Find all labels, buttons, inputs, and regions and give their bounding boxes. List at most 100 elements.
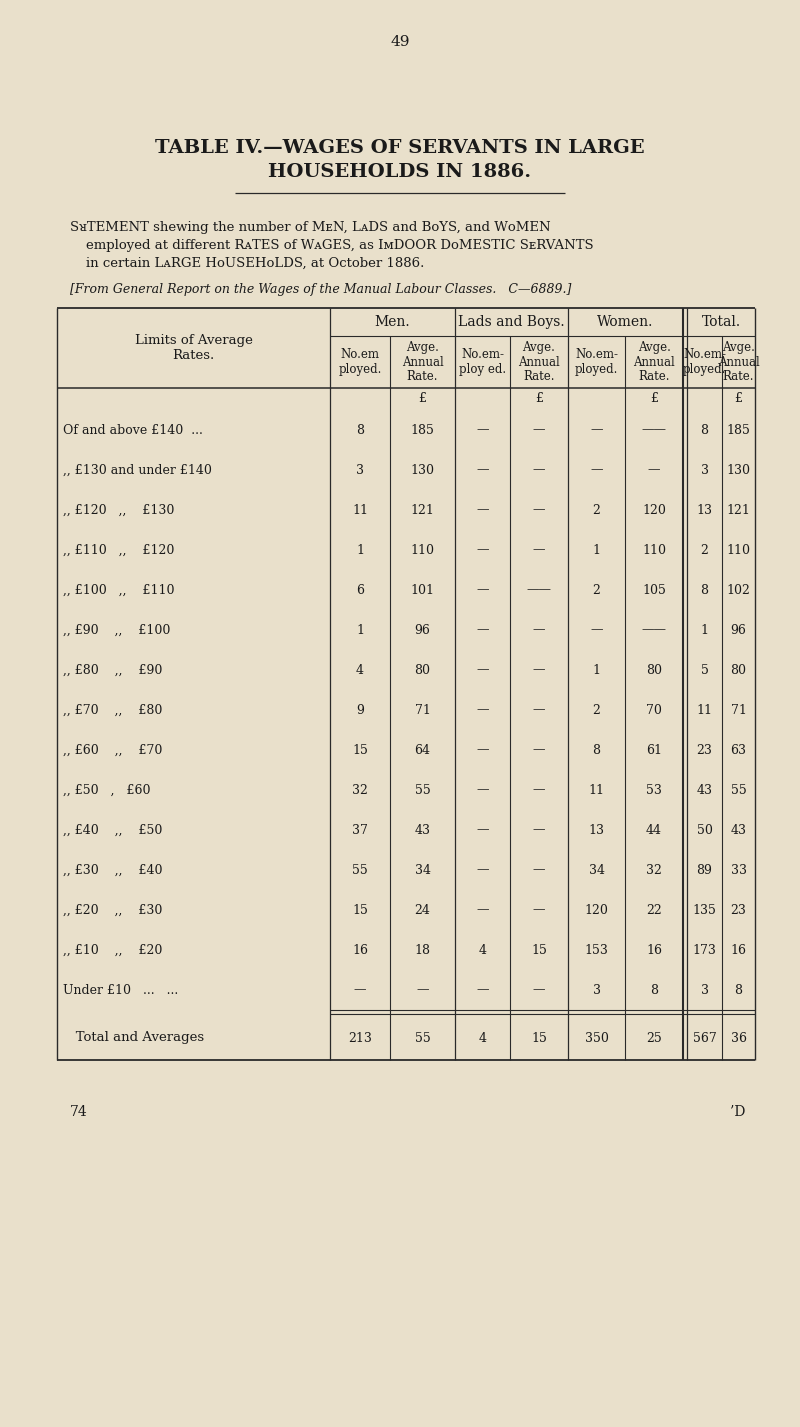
Text: 8: 8 [593, 743, 601, 756]
Text: 11: 11 [697, 704, 713, 716]
Text: —: — [533, 424, 546, 437]
Text: ,, £120   ,,    £130: ,, £120 ,, £130 [63, 504, 174, 517]
Text: 105: 105 [642, 584, 666, 596]
Text: —: — [590, 464, 602, 477]
Text: Avge.
Annual
Rate.: Avge. Annual Rate. [718, 341, 759, 384]
Text: 8: 8 [701, 424, 709, 437]
Text: 121: 121 [726, 504, 750, 517]
Text: 43: 43 [730, 823, 746, 836]
Text: 15: 15 [531, 943, 547, 956]
Text: —: — [533, 464, 546, 477]
Text: 2: 2 [593, 584, 601, 596]
Text: 1: 1 [356, 544, 364, 557]
Text: 3: 3 [356, 464, 364, 477]
Text: —: — [354, 983, 366, 996]
Text: 96: 96 [730, 624, 746, 636]
Text: 121: 121 [410, 504, 434, 517]
Text: —: — [416, 983, 429, 996]
Text: —: — [590, 624, 602, 636]
Text: 11: 11 [352, 504, 368, 517]
Text: 63: 63 [730, 743, 746, 756]
Text: 120: 120 [642, 504, 666, 517]
Text: ,, £130 and under £140: ,, £130 and under £140 [63, 464, 212, 477]
Text: 135: 135 [693, 903, 717, 916]
Text: —: — [533, 664, 546, 676]
Text: 101: 101 [410, 584, 434, 596]
Text: —: — [533, 863, 546, 876]
Text: Avge.
Annual
Rate.: Avge. Annual Rate. [633, 341, 675, 384]
Text: ——: —— [642, 624, 666, 636]
Text: 44: 44 [646, 823, 662, 836]
Text: Avge.
Annual
Rate.: Avge. Annual Rate. [402, 341, 443, 384]
Text: —: — [476, 664, 489, 676]
Text: ,, £80    ,,    £90: ,, £80 ,, £90 [63, 664, 162, 676]
Text: —: — [476, 624, 489, 636]
Text: 16: 16 [646, 943, 662, 956]
Text: —: — [533, 743, 546, 756]
Text: 185: 185 [726, 424, 750, 437]
Text: SᴚTEMENT shewing the number of MᴇN, LᴀDS and BᴏYS, and WᴏMEN: SᴚTEMENT shewing the number of MᴇN, LᴀDS… [70, 221, 550, 234]
Text: —: — [476, 903, 489, 916]
Text: No.em-
ployed.: No.em- ployed. [683, 348, 726, 375]
Text: Total.: Total. [702, 315, 741, 330]
Text: 1: 1 [701, 624, 709, 636]
Text: 213: 213 [348, 1032, 372, 1045]
Text: No.em
ployed.: No.em ployed. [338, 348, 382, 375]
Text: ,, £40    ,,    £50: ,, £40 ,, £50 [63, 823, 162, 836]
Text: 23: 23 [697, 743, 713, 756]
Text: 16: 16 [352, 943, 368, 956]
Text: 13: 13 [589, 823, 605, 836]
Text: 24: 24 [414, 903, 430, 916]
Text: 55: 55 [730, 783, 746, 796]
Text: 153: 153 [585, 943, 609, 956]
Text: —: — [533, 504, 546, 517]
Text: ——: —— [526, 584, 551, 596]
Text: 6: 6 [356, 584, 364, 596]
Text: 23: 23 [730, 903, 746, 916]
Text: ,, £50   ,   £60: ,, £50 , £60 [63, 783, 150, 796]
Text: 350: 350 [585, 1032, 609, 1045]
Text: 33: 33 [730, 863, 746, 876]
Text: —: — [476, 464, 489, 477]
Text: —: — [476, 743, 489, 756]
Text: —: — [476, 863, 489, 876]
Text: 70: 70 [646, 704, 662, 716]
Text: 53: 53 [646, 783, 662, 796]
Text: —: — [533, 544, 546, 557]
Text: 18: 18 [414, 943, 430, 956]
Text: —: — [476, 704, 489, 716]
Text: No.em-
ployed.: No.em- ployed. [575, 348, 618, 375]
Text: 5: 5 [701, 664, 709, 676]
Text: 37: 37 [352, 823, 368, 836]
Text: 64: 64 [414, 743, 430, 756]
Text: 34: 34 [589, 863, 605, 876]
Text: ,, £70    ,,    £80: ,, £70 ,, £80 [63, 704, 162, 716]
Text: 89: 89 [697, 863, 713, 876]
Text: 173: 173 [693, 943, 717, 956]
Text: ——: —— [642, 424, 666, 437]
Text: 1: 1 [593, 544, 601, 557]
Text: —: — [476, 544, 489, 557]
Text: £: £ [535, 392, 543, 405]
Text: 43: 43 [414, 823, 430, 836]
Text: 8: 8 [734, 983, 742, 996]
Text: Women.: Women. [598, 315, 654, 330]
Text: 36: 36 [730, 1032, 746, 1045]
Text: 49: 49 [390, 36, 410, 49]
Text: 2: 2 [593, 704, 601, 716]
Text: Lads and Boys.: Lads and Boys. [458, 315, 565, 330]
Text: —: — [533, 983, 546, 996]
Text: 2: 2 [593, 504, 601, 517]
Text: 110: 110 [726, 544, 750, 557]
Text: —: — [533, 704, 546, 716]
Text: 120: 120 [585, 903, 609, 916]
Text: ’D: ’D [730, 1104, 746, 1119]
Text: TABLE IV.—WAGES OF SERVANTS IN LARGE: TABLE IV.—WAGES OF SERVANTS IN LARGE [155, 138, 645, 157]
Text: 71: 71 [730, 704, 746, 716]
Text: ,, £10    ,,    £20: ,, £10 ,, £20 [63, 943, 162, 956]
Text: 15: 15 [352, 903, 368, 916]
Text: 4: 4 [356, 664, 364, 676]
Text: 4: 4 [478, 943, 486, 956]
Text: 43: 43 [697, 783, 713, 796]
Text: 34: 34 [414, 863, 430, 876]
